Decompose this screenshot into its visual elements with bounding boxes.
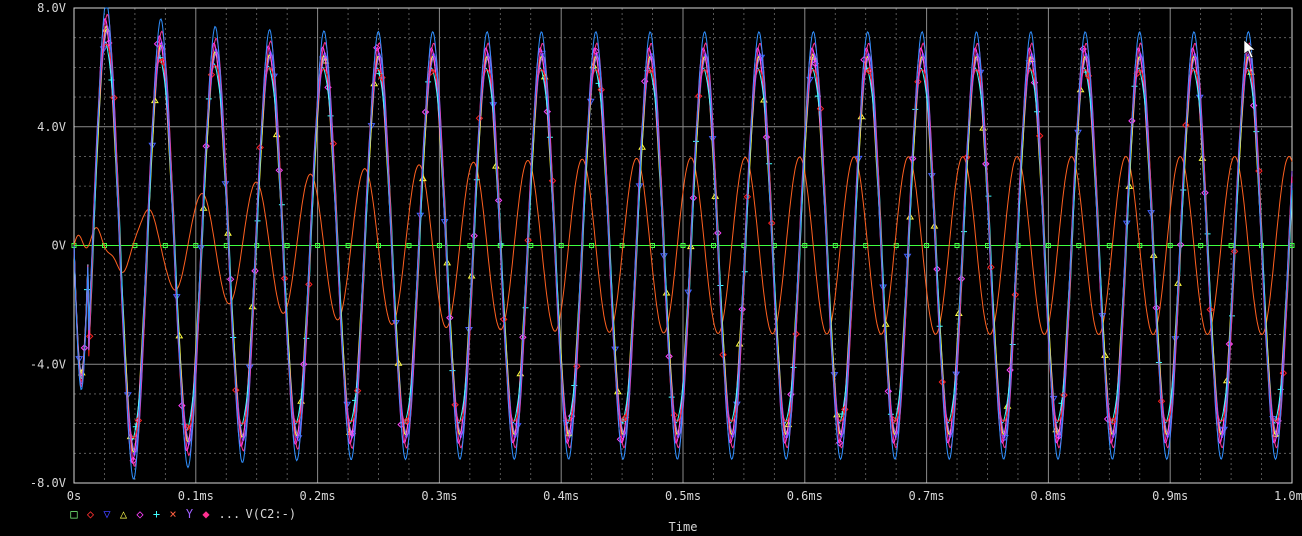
series-marker bbox=[1076, 243, 1082, 248]
x-tick-label: 0.7ms bbox=[909, 489, 945, 503]
y-tick-label: 8.0V bbox=[37, 1, 66, 15]
x-tick-label: 0.1ms bbox=[178, 489, 214, 503]
series-marker bbox=[893, 243, 899, 248]
x-tick-label: 0.5ms bbox=[665, 489, 701, 503]
series-marker bbox=[406, 243, 412, 248]
legend: □ ◇ ▽ △ ◇ + × Y ◆... V(C2:-) bbox=[70, 507, 296, 521]
series-marker bbox=[841, 405, 849, 414]
series-marker bbox=[1079, 45, 1087, 53]
x-tick-label: 0.4ms bbox=[543, 489, 579, 503]
x-tick-label: 0.9ms bbox=[1152, 489, 1188, 503]
series-marker bbox=[284, 243, 290, 248]
series-line bbox=[73, 7, 1293, 480]
series-marker bbox=[592, 47, 600, 56]
legend-symbol: × bbox=[169, 507, 176, 521]
series-marker bbox=[558, 243, 564, 248]
mouse-pointer-icon bbox=[1243, 39, 1256, 59]
x-axis-label: Time bbox=[669, 520, 698, 534]
series-marker bbox=[158, 57, 167, 66]
y-tick-label: -8.0V bbox=[30, 476, 66, 490]
grid-minor bbox=[74, 8, 1292, 483]
series-marker bbox=[865, 67, 873, 75]
x-tick-label: 0.6ms bbox=[787, 489, 823, 503]
legend-symbol: Y bbox=[186, 507, 194, 521]
x-tick-label: 0.2ms bbox=[300, 489, 336, 503]
series-marker bbox=[1230, 247, 1239, 256]
series-marker bbox=[680, 243, 686, 248]
series-marker bbox=[619, 243, 625, 248]
series-layer bbox=[71, 7, 1295, 480]
y-tick-label: -4.0V bbox=[30, 357, 66, 371]
series-line bbox=[73, 155, 1293, 336]
legend-symbol: ◇ bbox=[87, 507, 95, 521]
series-marker bbox=[924, 243, 930, 248]
series-marker bbox=[1198, 243, 1204, 248]
legend-symbol: □ bbox=[70, 507, 77, 521]
legend-series-label: V(C2:-) bbox=[246, 507, 297, 521]
series-marker bbox=[954, 243, 960, 248]
series-marker bbox=[1109, 417, 1117, 425]
legend-symbol: △ bbox=[120, 507, 128, 521]
legend-ellipsis: ... bbox=[219, 507, 241, 521]
y-tick-label: 0V bbox=[52, 239, 66, 253]
legend-symbol: ▽ bbox=[103, 507, 111, 521]
x-tick-labels: 0s 0.1ms 0.2ms 0.3ms 0.4ms 0.5ms 0.6ms 0.7ms 0.8… bbox=[67, 489, 1302, 503]
y-tick-label: 4.0V bbox=[37, 120, 66, 134]
series-marker bbox=[1045, 243, 1051, 248]
series-marker bbox=[315, 243, 321, 248]
series-marker bbox=[402, 417, 411, 425]
series-marker bbox=[345, 243, 351, 248]
series-marker bbox=[1011, 291, 1020, 299]
series-marker bbox=[589, 243, 595, 248]
series-marker bbox=[524, 236, 532, 245]
series-marker bbox=[762, 133, 771, 141]
series-marker bbox=[436, 243, 442, 248]
x-tick-label: 0.8ms bbox=[1030, 489, 1066, 503]
x-tick-label: 0.3ms bbox=[421, 489, 457, 503]
legend-symbol: ◇ bbox=[136, 507, 144, 521]
y-tick-labels: 8.0V 4.0V 0V -4.0V -8.0V bbox=[30, 1, 66, 490]
series-marker bbox=[1167, 243, 1173, 248]
series-marker bbox=[426, 68, 435, 76]
legend-symbol: ◆ bbox=[202, 507, 210, 521]
x-tick-label: 0s bbox=[67, 489, 81, 503]
legend-symbol: + bbox=[153, 507, 160, 521]
series-marker bbox=[467, 243, 473, 248]
x-tick-label: 1.0ms bbox=[1274, 489, 1302, 503]
series-marker bbox=[832, 243, 838, 248]
series-marker bbox=[802, 243, 808, 248]
series-marker bbox=[1055, 432, 1063, 440]
series-marker bbox=[1106, 243, 1112, 248]
series-marker bbox=[1228, 243, 1234, 248]
series-marker bbox=[711, 243, 716, 248]
series-marker bbox=[305, 280, 313, 289]
series-marker bbox=[162, 243, 168, 248]
